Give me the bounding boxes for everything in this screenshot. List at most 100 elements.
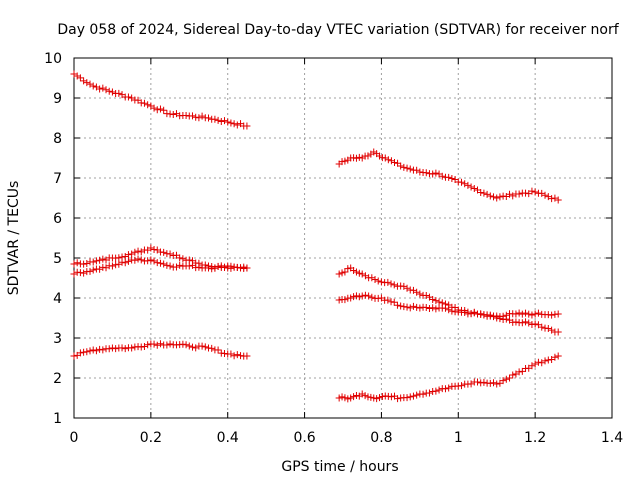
data-point — [217, 117, 225, 125]
data-point — [467, 183, 475, 191]
data-point — [406, 165, 414, 173]
y-tick-label: 6 — [53, 211, 62, 227]
data-point — [531, 320, 539, 328]
data-point — [541, 357, 549, 365]
data-point — [522, 318, 530, 326]
data-point — [509, 371, 517, 379]
data-point — [376, 152, 384, 160]
data-point — [237, 352, 245, 360]
data-point — [179, 255, 187, 263]
data-point — [195, 114, 203, 122]
data-point — [153, 106, 161, 114]
data-point — [384, 296, 392, 304]
data-point — [137, 248, 145, 256]
data-point — [83, 79, 91, 87]
data-point — [373, 395, 381, 403]
data-point — [416, 304, 424, 312]
data-point — [432, 297, 440, 305]
data-point — [156, 259, 164, 267]
data-point — [493, 380, 501, 388]
data-point — [432, 169, 440, 177]
data-point — [448, 307, 456, 315]
data-point — [445, 306, 453, 314]
data-point — [185, 342, 193, 350]
data-point — [368, 274, 376, 282]
data-point — [528, 362, 536, 370]
data-point — [80, 269, 88, 277]
data-point — [512, 318, 520, 326]
data-point — [124, 251, 132, 259]
data-point — [518, 367, 526, 375]
data-point — [150, 257, 158, 265]
data-point — [413, 166, 421, 174]
data-points — [70, 70, 562, 403]
data-point — [509, 192, 517, 200]
data-point — [429, 170, 437, 178]
x-tick-label: 0.6 — [293, 430, 315, 446]
data-point — [413, 391, 421, 399]
data-point — [108, 88, 116, 96]
y-tick-label: 2 — [53, 371, 62, 387]
data-point — [118, 258, 126, 266]
data-point — [384, 278, 392, 286]
data-point — [528, 187, 536, 195]
data-point — [83, 259, 91, 267]
data-point — [483, 190, 491, 198]
data-point — [192, 113, 200, 121]
data-point — [214, 262, 222, 270]
data-point — [445, 173, 453, 181]
data-point — [96, 256, 104, 264]
data-point — [518, 319, 526, 327]
data-point — [341, 157, 349, 165]
grid — [74, 58, 612, 418]
data-point — [144, 341, 152, 349]
data-point — [358, 292, 366, 300]
data-point — [531, 360, 539, 368]
data-point — [96, 85, 104, 93]
data-point — [182, 341, 190, 349]
data-point — [99, 346, 107, 354]
data-point — [205, 264, 212, 272]
data-point — [70, 352, 78, 360]
data-point — [86, 347, 94, 355]
data-point — [99, 84, 107, 92]
data-point — [240, 263, 248, 271]
data-point — [89, 346, 97, 354]
data-point — [370, 148, 378, 156]
data-point — [374, 277, 382, 285]
data-point — [86, 267, 94, 275]
data-point — [147, 256, 155, 264]
x-tick-label: 1 — [454, 430, 463, 446]
data-point — [102, 86, 110, 94]
data-point — [214, 116, 222, 124]
data-point — [166, 340, 174, 348]
data-point — [490, 379, 498, 387]
data-point — [548, 326, 556, 334]
data-point — [441, 385, 449, 393]
data-point — [403, 303, 411, 311]
data-point — [461, 309, 469, 317]
data-point — [493, 194, 501, 202]
data-point — [160, 260, 168, 268]
data-point — [432, 305, 440, 313]
data-point — [221, 263, 229, 271]
data-point — [403, 284, 411, 292]
data-point — [70, 270, 78, 278]
data-point — [502, 375, 510, 383]
data-point — [80, 348, 88, 356]
data-point — [522, 309, 530, 317]
data-point — [365, 292, 373, 300]
plot-frame — [73, 57, 613, 419]
x-axis: 0 0.2 0.4 0.6 0.8 1 1.2 1.4 — [70, 58, 623, 446]
data-point — [179, 340, 187, 348]
data-point — [105, 345, 113, 353]
data-point — [150, 104, 158, 112]
y-tick-label: 4 — [53, 291, 62, 307]
data-point — [554, 310, 562, 318]
data-point — [188, 343, 196, 351]
data-point — [221, 349, 229, 357]
data-point — [227, 350, 235, 358]
data-point — [506, 190, 514, 198]
data-point — [121, 252, 129, 260]
data-point — [467, 310, 475, 318]
